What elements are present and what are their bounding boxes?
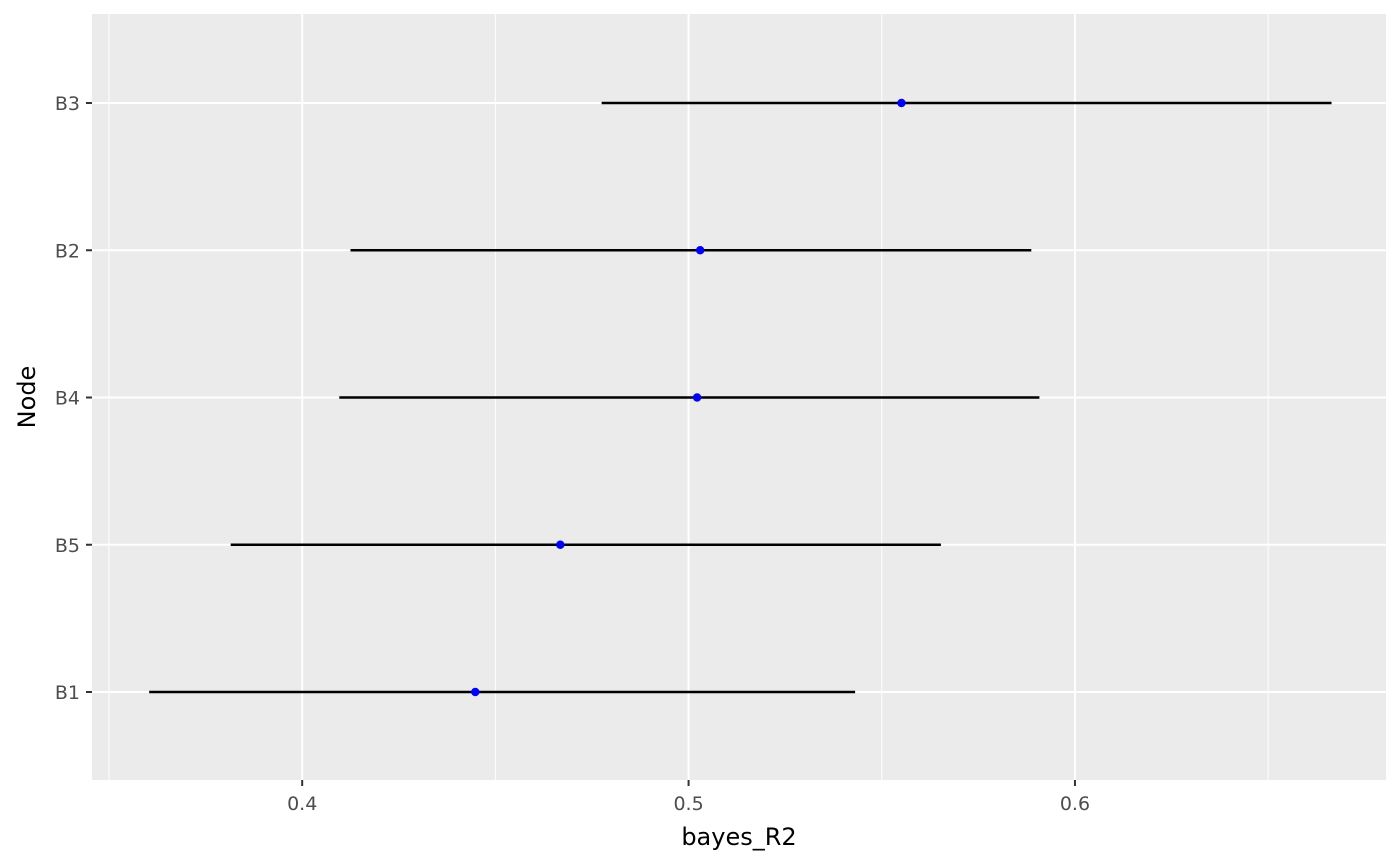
y-tick-label: B1 <box>55 682 80 704</box>
x-axis-title: bayes_R2 <box>681 823 796 851</box>
interval-lines <box>149 101 1332 694</box>
x-tick-label: 0.5 <box>673 793 703 815</box>
x-tick-label: 0.6 <box>1060 793 1090 815</box>
point-B5 <box>556 540 565 549</box>
y-tick-label: B3 <box>55 93 80 115</box>
x-axis: 0.4 0.5 0.6 <box>287 780 1090 815</box>
y-axis: B1 B5 B4 B2 B3 <box>55 93 92 704</box>
point-B2 <box>695 246 705 255</box>
y-tick-label: B2 <box>55 240 80 262</box>
y-axis-title: Node <box>13 366 41 429</box>
point-B4 <box>692 393 702 402</box>
y-tick-label: B4 <box>55 388 80 410</box>
estimate-points <box>471 98 906 697</box>
x-tick-label: 0.4 <box>287 793 317 815</box>
point-B3 <box>897 98 906 108</box>
point-B1 <box>471 687 480 697</box>
y-tick-label: B5 <box>55 535 80 557</box>
